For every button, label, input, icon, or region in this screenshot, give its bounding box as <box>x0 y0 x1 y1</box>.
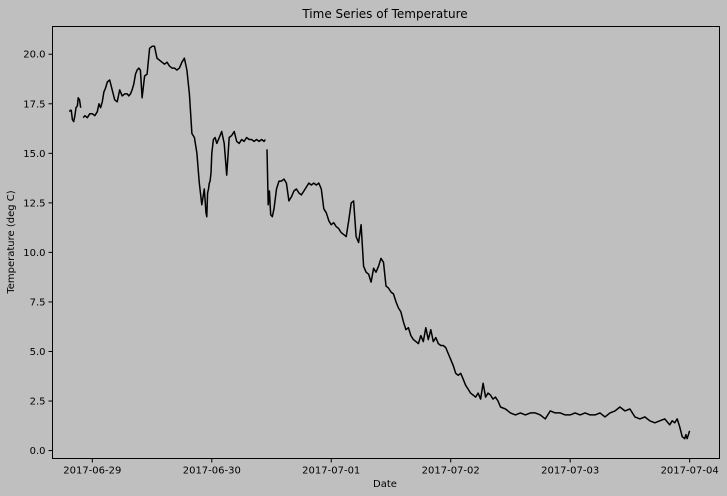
x-tick-label: 2017-07-04 <box>661 466 719 477</box>
y-tick-label: 10.0 <box>23 248 45 259</box>
x-axis: 2017-06-29 2017-06-30 2017-07-01 2017-07-02… <box>63 458 719 477</box>
y-tick-label: 7.5 <box>30 297 46 308</box>
y-tick-label: 20.0 <box>23 50 45 61</box>
y-tick-label: 5.0 <box>30 347 46 358</box>
x-tick-label: 2017-07-01 <box>302 466 360 477</box>
plot-area <box>52 26 720 459</box>
y-tick-label: 15.0 <box>23 149 45 160</box>
y-tick-label: 0.0 <box>30 446 46 457</box>
chart-title: Time Series of Temperature <box>301 7 467 21</box>
x-tick-label: 2017-07-02 <box>422 466 480 477</box>
series-layer <box>52 26 720 459</box>
x-tick-label: 2017-07-03 <box>541 466 599 477</box>
x-tick-label: 2017-06-29 <box>63 466 121 477</box>
x-tick-label: 2017-06-30 <box>183 466 241 477</box>
series-line-segment <box>68 109 72 113</box>
plot-frame <box>52 26 720 459</box>
y-axis: 0.0 2.5 5.0 7.5 10.0 12.5 15.0 17.5 20.0 <box>23 50 53 457</box>
y-tick-label: 12.5 <box>23 198 45 209</box>
series-line-segment <box>82 45 266 218</box>
y-tick-label: 2.5 <box>30 397 46 408</box>
series-line-segment <box>266 149 691 440</box>
series-line-segment <box>70 97 82 123</box>
y-tick-label: 17.5 <box>23 99 45 110</box>
y-axis-label: Temperature (deg C) <box>6 190 17 294</box>
x-axis-label: Date <box>373 479 397 490</box>
